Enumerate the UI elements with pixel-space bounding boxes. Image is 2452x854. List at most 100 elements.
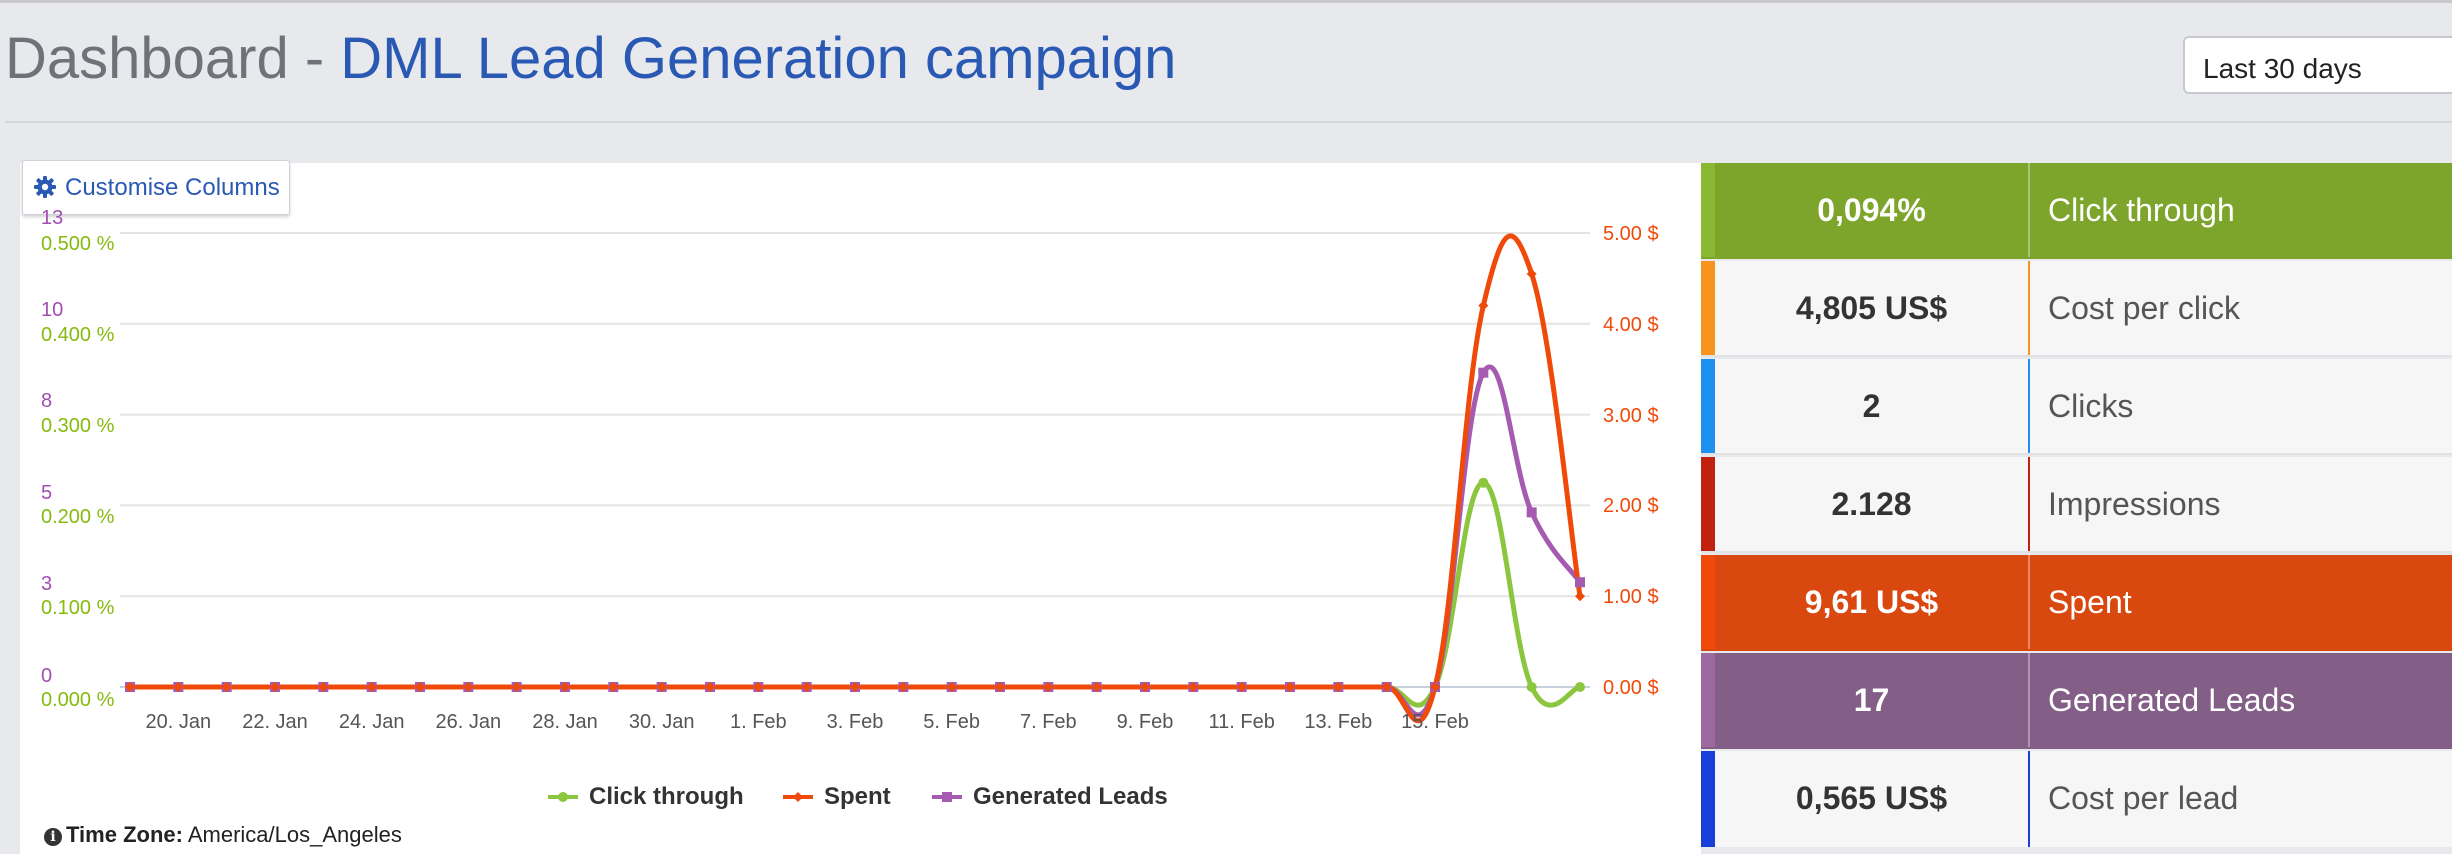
left-axis-tick-leads: 10 xyxy=(41,299,64,321)
data-point-spent xyxy=(270,682,280,692)
x-axis-tick-label: 15. Feb xyxy=(1401,711,1469,733)
left-axis-tick-ctr: 0.400 % xyxy=(41,324,115,346)
data-point-spent xyxy=(753,682,764,692)
left-axis-tick-leads: 5 xyxy=(41,482,53,504)
data-point-spent xyxy=(463,682,474,692)
legend-marker-icon xyxy=(942,792,952,802)
kpi-value: 2.128 xyxy=(1831,486,1912,522)
data-point-spent xyxy=(1478,300,1489,311)
data-point-spent xyxy=(1381,682,1392,692)
data-point-spent xyxy=(1043,682,1054,692)
data-point-spent xyxy=(1140,682,1150,692)
right-axis-tick-spent: 4.00 $ xyxy=(1603,313,1659,336)
header-divider xyxy=(5,121,2452,123)
kpi-separator xyxy=(2028,261,2030,355)
campaign-name: DML Lead Generation campaign xyxy=(340,26,1177,91)
x-axis-tick-label: 24. Jan xyxy=(338,711,405,733)
kpi-label: Cost per lead xyxy=(2048,780,2239,816)
page-header: Dashboard - DML Lead Generation campaign… xyxy=(0,3,2452,119)
data-point-generated-leads xyxy=(1575,577,1585,588)
kpi-label: Click through xyxy=(2048,192,2235,228)
right-axis-tick-spent: 2.00 $ xyxy=(1603,495,1659,518)
series-line-generated-leads xyxy=(130,364,1583,718)
legend-item-spent[interactable]: Spent xyxy=(824,783,891,810)
x-axis-tick-label: 20. Jan xyxy=(145,711,212,733)
kpi-value: 4,805 US$ xyxy=(1795,290,1948,326)
kpi-row-cost-per-click[interactable]: 4,805 US$ Cost per click xyxy=(1701,261,2452,357)
kpi-separator xyxy=(2028,653,2030,747)
kpi-label: Cost per click xyxy=(2048,290,2241,326)
data-point-spent xyxy=(125,682,135,692)
left-axis-tick-leads: 3 xyxy=(41,573,53,595)
data-point-spent xyxy=(850,682,860,692)
date-range-select[interactable]: Last 30 days xyxy=(2183,36,2452,94)
data-point-generated-leads xyxy=(1478,367,1489,378)
x-axis-tick-label: 26. Jan xyxy=(435,711,502,733)
data-point-spent xyxy=(1526,268,1537,279)
kpi-color-strip xyxy=(1701,261,1715,355)
kpi-value: 0,094% xyxy=(1817,192,1926,228)
customise-columns-button[interactable]: Customise Columns xyxy=(22,160,290,215)
data-point-spent xyxy=(705,682,715,692)
timezone-label: Time Zone: xyxy=(66,822,183,847)
data-point-click-through xyxy=(1478,477,1489,488)
data-point-click-through xyxy=(1526,682,1537,692)
left-axis-tick-ctr: 0.300 % xyxy=(41,415,115,437)
data-point-spent xyxy=(1333,682,1344,692)
data-point-click-through xyxy=(1575,682,1585,692)
kpi-separator xyxy=(2028,555,2030,649)
kpi-separator xyxy=(2028,457,2030,551)
left-axis-tick-ctr: 0.000 % xyxy=(41,689,115,711)
customise-columns-label: Customise Columns xyxy=(65,174,280,201)
data-point-spent xyxy=(995,682,1005,692)
right-axis-tick-spent: 5.00 $ xyxy=(1603,223,1659,245)
kpi-row-generated-leads[interactable]: 17 Generated Leads xyxy=(1701,653,2452,749)
data-point-spent xyxy=(656,682,667,692)
title-prefix: Dashboard - xyxy=(5,26,325,91)
data-point-spent xyxy=(318,682,329,692)
timezone-value: America/Los_Angeles xyxy=(187,822,402,847)
gear-icon xyxy=(34,176,56,198)
kpi-row-clicks[interactable]: 2 Clicks xyxy=(1701,359,2452,455)
x-axis-tick-label: 1. Feb xyxy=(729,711,787,733)
x-axis-tick-label: 5. Feb xyxy=(923,711,981,733)
kpi-row-click-through[interactable]: 0,094% Click through xyxy=(1701,163,2452,259)
left-axis-tick-leads: 13 xyxy=(41,207,64,229)
x-axis-tick-label: 11. Feb xyxy=(1208,711,1275,733)
data-point-spent xyxy=(801,682,812,692)
legend-item-click-through[interactable]: Click through xyxy=(589,783,744,810)
series-line-spent xyxy=(130,233,1583,724)
kpi-value: 2 xyxy=(1862,388,1881,424)
data-point-spent xyxy=(366,682,377,692)
page-title: Dashboard - DML Lead Generation campaign xyxy=(5,25,1176,92)
kpi-color-strip xyxy=(1701,555,1715,649)
left-axis-tick-ctr: 0.500 % xyxy=(41,233,115,255)
kpi-separator xyxy=(2028,163,2030,257)
data-point-spent xyxy=(1188,682,1199,692)
kpi-color-strip xyxy=(1701,751,1715,847)
kpi-panel: 0,094% Click through 4,805 US$ Cost per … xyxy=(1701,163,2452,854)
chart-panel xyxy=(20,163,1701,854)
data-point-spent xyxy=(173,682,184,692)
info-icon: i xyxy=(44,828,62,846)
kpi-row-impressions[interactable]: 2.128 Impressions xyxy=(1701,457,2452,553)
kpi-separator xyxy=(2028,751,2030,847)
data-point-spent xyxy=(946,682,957,692)
left-axis-tick-ctr: 0.200 % xyxy=(41,506,115,528)
top-border xyxy=(0,0,2452,3)
kpi-value: 17 xyxy=(1853,682,1890,718)
kpi-row-cost-per-lead[interactable]: 0,565 US$ Cost per lead xyxy=(1701,751,2452,847)
kpi-row-spent[interactable]: 9,61 US$ Spent xyxy=(1701,555,2452,651)
performance-chart xyxy=(120,232,1590,802)
left-axis-tick-ctr: 0.100 % xyxy=(41,597,115,619)
data-point-spent xyxy=(898,682,909,692)
x-axis-tick-label: 13. Feb xyxy=(1304,711,1373,733)
kpi-label: Spent xyxy=(2048,584,2132,620)
kpi-separator xyxy=(2028,359,2030,453)
x-axis-tick-label: 3. Feb xyxy=(826,711,884,733)
kpi-color-strip xyxy=(1701,457,1715,551)
left-axis-tick-leads: 8 xyxy=(41,390,53,412)
kpi-color-strip xyxy=(1701,653,1715,747)
x-axis-tick-label: 7. Feb xyxy=(1019,711,1077,733)
legend-item-generated-leads[interactable]: Generated Leads xyxy=(973,783,1168,810)
